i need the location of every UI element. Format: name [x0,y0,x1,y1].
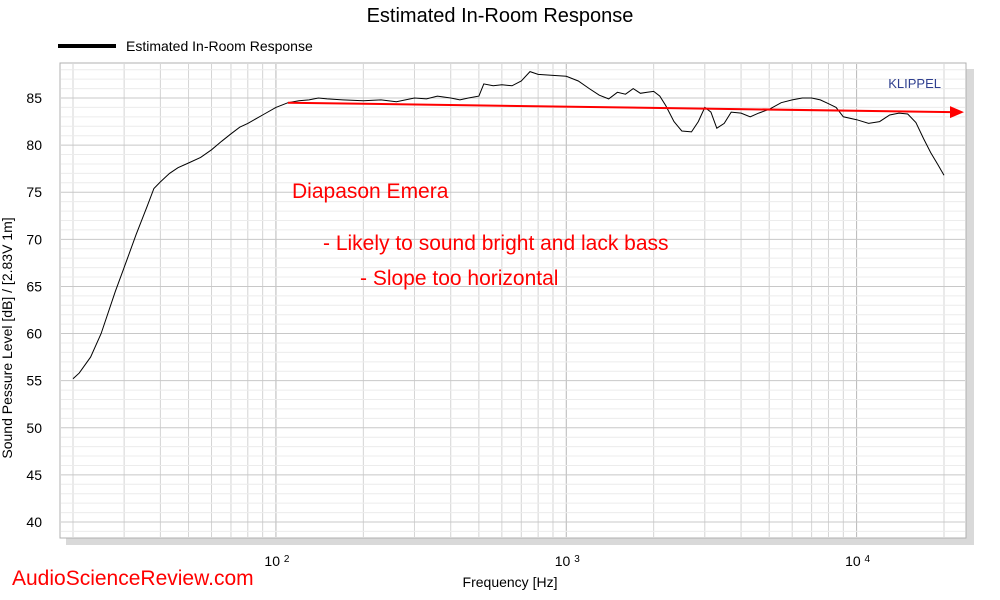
legend: Estimated In-Room Response [58,38,313,54]
trend-arrow [287,101,964,119]
y-tick-label: 80 [26,137,42,153]
plot-area [59,62,967,539]
y-axis-label: Sound Pessure Level [dB] / [2.83V 1m] [0,217,15,458]
tick-labels: 40 45 50 55 60 65 70 75 80 85 10 2 10 3 10 4 [26,90,870,569]
y-tick-label: 65 [26,278,42,294]
x-tick-label: 10 4 [845,553,870,569]
product-annotation: Diapason Emera [292,180,449,203]
y-tick-label: 85 [26,90,42,106]
note-slope-annotation: - Slope too horizontal [360,267,558,290]
x-tick-label: 10 3 [555,553,580,569]
y-tick-label: 45 [26,467,42,483]
y-tick-label: 50 [26,420,42,436]
x-axis-label: Frequency [Hz] [463,574,558,590]
note-bright-annotation: - Likely to sound bright and lack bass [323,232,669,255]
y-tick-label: 40 [26,514,42,530]
x-tick-label: 10 2 [264,553,289,569]
y-tick-label: 75 [26,184,42,200]
y-tick-label: 70 [26,231,42,247]
series-line-estimated-in-room-response [72,71,945,380]
y-tick-label: 55 [26,373,42,389]
klippel-watermark: KLIPPEL [888,76,941,91]
site-watermark: AudioScienceReview.com [12,567,254,590]
legend-label: Estimated In-Room Response [126,38,313,54]
y-tick-label: 60 [26,326,42,342]
grid [61,64,965,537]
trend-line [287,101,953,114]
trend-arrowhead [950,106,964,119]
chart-title: Estimated In-Room Response [367,5,634,27]
